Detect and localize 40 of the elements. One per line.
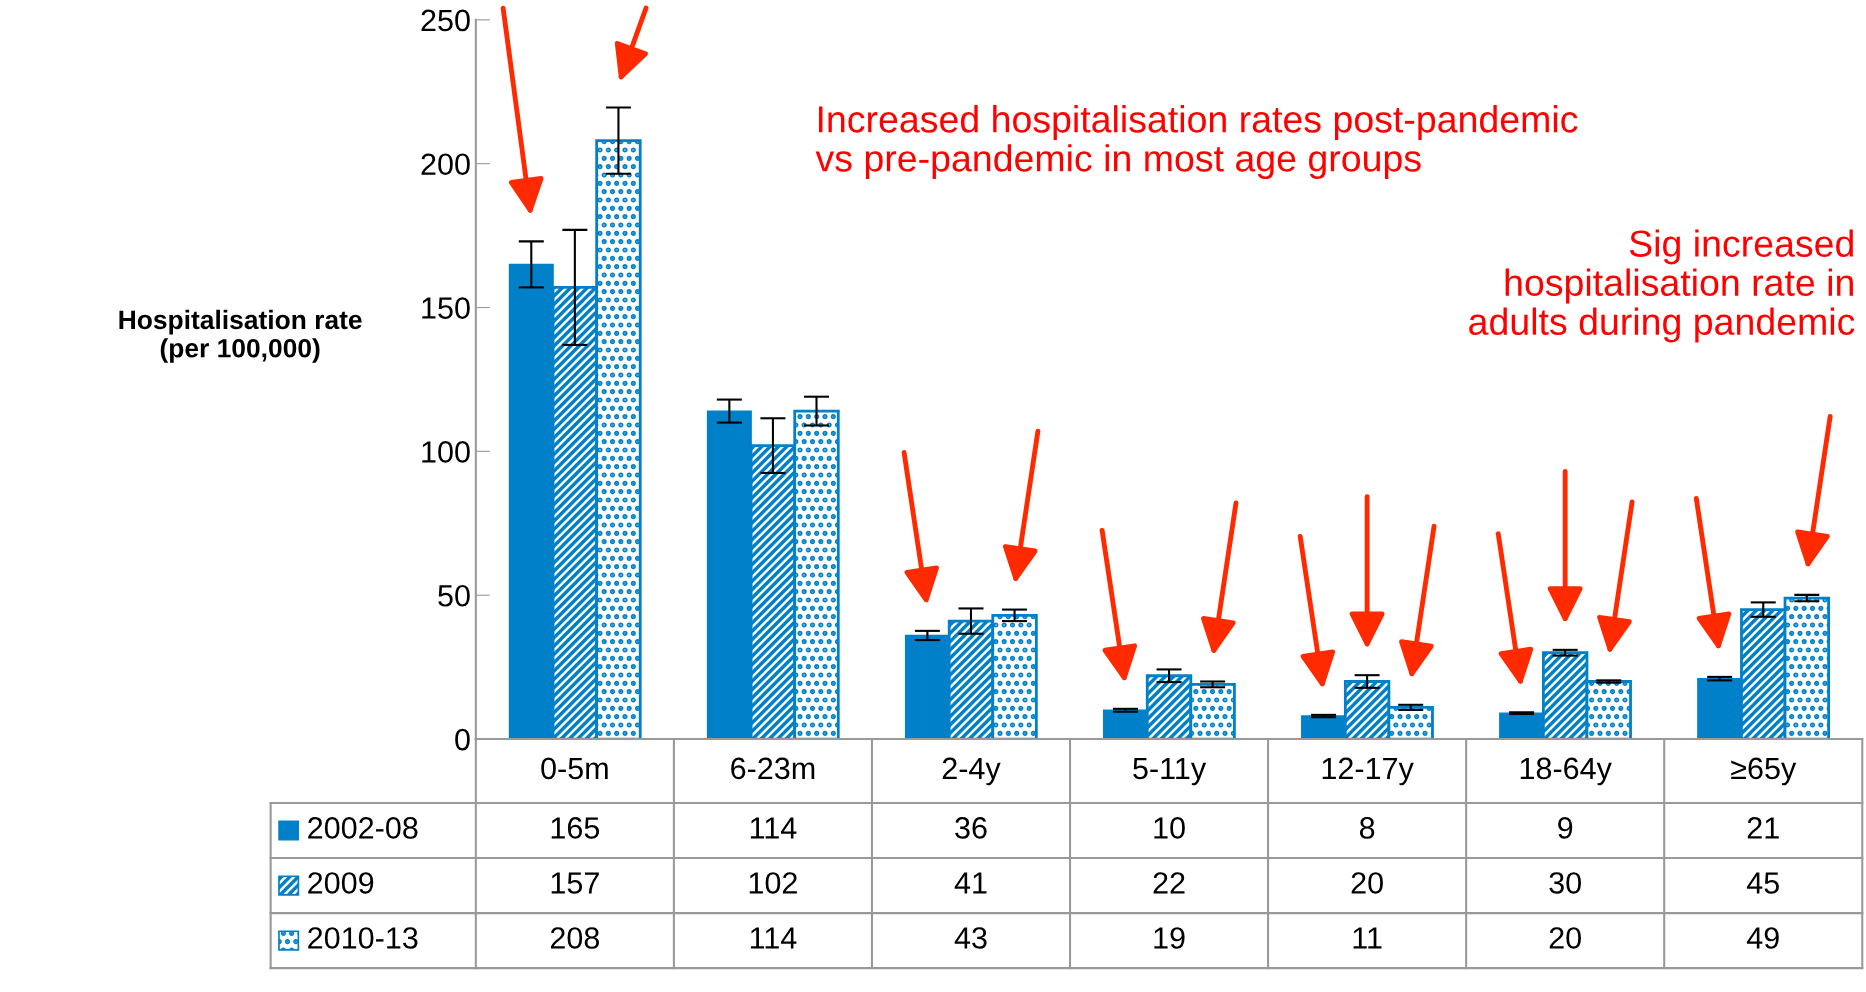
data-label: 114 bbox=[750, 817, 797, 839]
x-tick-label: 0-5m bbox=[541, 757, 608, 780]
annotation: Increased hospitalisation rates post-pandemic vs pre-pandemic in most age groups bbox=[815, 105, 1578, 180]
data-label: 43 bbox=[954, 927, 987, 949]
y-tick-label: 250 bbox=[421, 9, 470, 32]
x-tick-label: 5-11y bbox=[1133, 757, 1207, 786]
data-label: 41 bbox=[954, 872, 987, 894]
data-label: 10 bbox=[1154, 817, 1185, 839]
legend-label: 2010-13 bbox=[308, 927, 418, 949]
data-label: 157 bbox=[551, 872, 599, 894]
legend-label: 2009 bbox=[308, 872, 374, 894]
data-label: 102 bbox=[749, 872, 797, 894]
data-label: 114 bbox=[750, 927, 797, 949]
y-tick-label: 50 bbox=[438, 584, 470, 607]
data-label: 9 bbox=[1558, 817, 1573, 839]
data-label: 21 bbox=[1747, 817, 1779, 839]
data-label: 45 bbox=[1746, 872, 1779, 894]
x-tick-label: ≥65y bbox=[1731, 757, 1797, 786]
y-tick-label: 150 bbox=[422, 297, 470, 319]
data-label: 22 bbox=[1153, 872, 1185, 894]
x-tick-label: 6-23m bbox=[731, 757, 815, 780]
data-label: 208 bbox=[550, 927, 600, 949]
data-label: 11 bbox=[1353, 927, 1382, 949]
data-label: 20 bbox=[1549, 927, 1581, 949]
y-tick-label: 200 bbox=[421, 153, 470, 176]
annotation: Sig increased hospitalisation rate in adults during pandemic bbox=[1469, 229, 1855, 343]
legend-label: 2002-08 bbox=[308, 817, 418, 839]
data-label: 8 bbox=[1359, 817, 1375, 839]
y-tick-label: 100 bbox=[422, 441, 470, 463]
data-label: 19 bbox=[1154, 927, 1185, 949]
x-tick-label: 2-4y bbox=[942, 757, 1001, 786]
data-label: 49 bbox=[1746, 927, 1779, 949]
data-label: 165 bbox=[551, 817, 600, 839]
data-label: 36 bbox=[955, 817, 987, 839]
x-tick-label: 18-64y bbox=[1520, 757, 1612, 786]
data-label: 30 bbox=[1549, 872, 1581, 894]
data-label: 20 bbox=[1351, 872, 1383, 894]
x-tick-label: 12-17y bbox=[1322, 757, 1414, 786]
y-tick-label: 0 bbox=[455, 728, 470, 751]
y-axis-title: Hospitalisation rate (per 100,000) bbox=[119, 309, 362, 363]
